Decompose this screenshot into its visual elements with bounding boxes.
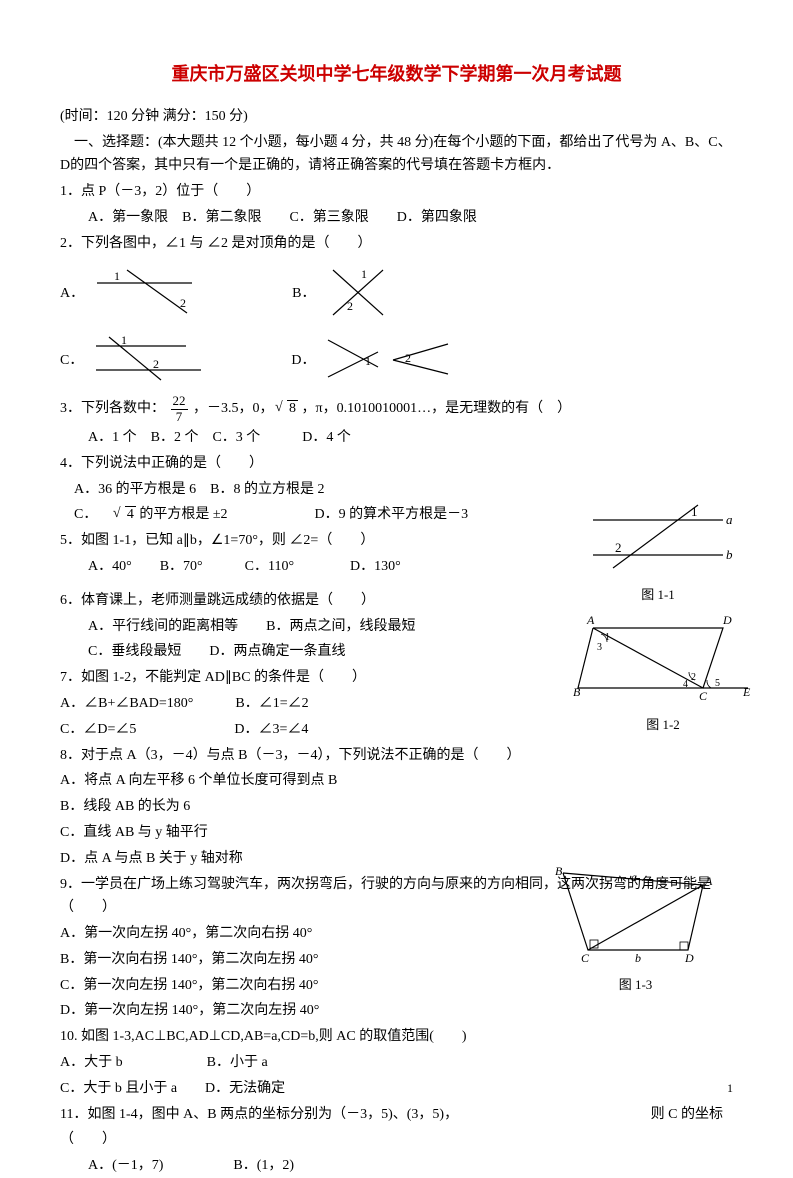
figure-1-1: 1 2 a b 图 1-1 bbox=[583, 500, 733, 606]
q8-opt-b: B．线段 AB 的长为 6 bbox=[60, 795, 733, 819]
q11-text2: （ ） bbox=[60, 1128, 733, 1152]
svg-text:A: A bbox=[586, 613, 595, 627]
fig13-caption: 图 1-3 bbox=[553, 975, 718, 996]
figure-1-2: A D B C E 1 2 3 4 5 图 1-2 bbox=[573, 610, 753, 736]
fig11-caption: 图 1-1 bbox=[583, 585, 733, 606]
q3-text: 3．下列各数中： 22 7 ，－3.5，0， 8 ，π，0.1010010001… bbox=[60, 394, 733, 424]
q3-options: A．1 个 B．2 个 C．3 个 D．4 个 bbox=[60, 426, 733, 450]
q9-opt-d: D．第一次向左拐 140°，第二次向左拐 40° bbox=[60, 999, 733, 1023]
svg-text:1: 1 bbox=[114, 269, 120, 283]
q3-frac-num: 22 bbox=[171, 394, 188, 409]
svg-text:1: 1 bbox=[361, 267, 367, 281]
q2-label-c: C． bbox=[60, 350, 83, 372]
q3-sqrt-val: 8 bbox=[287, 400, 298, 416]
svg-text:1: 1 bbox=[121, 333, 127, 347]
exam-title: 重庆市万盛区关坝中学七年级数学下学期第一次月考试题 bbox=[60, 60, 733, 89]
q11-post: 则 C 的坐标 bbox=[651, 1103, 723, 1127]
fig11-label-2: 2 bbox=[615, 540, 622, 555]
svg-text:E: E bbox=[742, 685, 751, 699]
q4-optc-post: 的平方根是 ±2 bbox=[139, 507, 227, 522]
svg-text:3: 3 bbox=[597, 642, 602, 653]
q2-row-2: C． 1 2 D． 1 2 bbox=[60, 332, 733, 390]
q11-options: A．(－1，7) B．(1，2) bbox=[60, 1154, 733, 1178]
fig11-label-b: b bbox=[726, 547, 733, 562]
svg-text:2: 2 bbox=[153, 357, 159, 371]
exam-meta: (时间：120 分钟 满分：150 分) bbox=[60, 105, 733, 129]
q3-frac-den: 7 bbox=[171, 410, 188, 424]
svg-text:B: B bbox=[555, 865, 563, 878]
q2-label-a: A． bbox=[60, 283, 84, 305]
q8-opt-c: C．直线 AB 与 y 轴平行 bbox=[60, 821, 733, 845]
svg-text:2: 2 bbox=[180, 296, 186, 310]
fig12-caption: 图 1-2 bbox=[573, 715, 753, 736]
q10-opts-l1: A．大于 b B．小于 a bbox=[60, 1051, 733, 1075]
svg-text:2: 2 bbox=[405, 351, 411, 365]
q10-text: 10. 如图 1-3,AC⊥BC,AD⊥CD,AB=a,CD=b,则 AC 的取… bbox=[60, 1025, 733, 1049]
svg-text:D: D bbox=[722, 613, 732, 627]
svg-text:1: 1 bbox=[365, 354, 371, 368]
q4-text: 4．下列说法中正确的是（ ） bbox=[60, 452, 733, 476]
svg-text:A: A bbox=[704, 874, 713, 888]
q4-optd: D．9 的算术平方根是－3 bbox=[315, 507, 469, 522]
svg-text:C: C bbox=[581, 951, 590, 965]
svg-text:2: 2 bbox=[347, 299, 353, 313]
q4-optc-pre: C． bbox=[74, 507, 97, 522]
section-1-instructions: 一、选择题：(本大题共 12 个小题，每小题 4 分，共 48 分)在每个小题的… bbox=[60, 131, 733, 179]
figure-1-3: B A C D a b 图 1-3 bbox=[553, 865, 718, 996]
q3-fraction: 22 7 bbox=[171, 394, 188, 424]
q10-opts-l2: C．大于 b 且小于 a D．无法确定 bbox=[60, 1077, 733, 1101]
q11-text: 11．如图 1-4，图中 A、B 两点的坐标分别为（－3，5)、(3，5)， 则… bbox=[60, 1103, 733, 1127]
svg-text:B: B bbox=[573, 685, 581, 699]
q8-text: 8．对于点 A（3，－4）与点 B（－3，－4），下列说法不正确的是（ ） bbox=[60, 744, 733, 768]
svg-text:5: 5 bbox=[715, 678, 720, 689]
q11-pre: 11．如图 1-4，图中 A、B 两点的坐标分别为（－3，5)、(3，5)， bbox=[60, 1103, 458, 1127]
svg-text:b: b bbox=[635, 951, 641, 965]
fig11-label-a: a bbox=[726, 512, 733, 527]
q2-text: 2．下列各图中，∠1 与 ∠2 是对顶角的是（ ） bbox=[60, 232, 733, 256]
q2-label-b: B． bbox=[292, 283, 315, 305]
page-number: 1 bbox=[727, 1079, 733, 1098]
q2-diagram-b: 1 2 bbox=[323, 260, 403, 328]
svg-text:a: a bbox=[631, 870, 637, 884]
q8-opt-a: A．将点 A 向左平移 6 个单位长度可得到点 B bbox=[60, 769, 733, 793]
q4-sqrt: 4 bbox=[101, 503, 136, 527]
q2-diagram-d: 1 2 bbox=[323, 332, 453, 390]
q3-post: ，π，0.1010010001…，是无理数的有（ ） bbox=[302, 401, 572, 416]
q4-sqrt-val: 4 bbox=[125, 506, 136, 522]
q2-diagram-c: 1 2 bbox=[91, 332, 211, 390]
q2-label-d: D． bbox=[291, 350, 315, 372]
q3-pre: 3．下列各数中： bbox=[60, 401, 165, 416]
q4-opt-ab: A．36 的平方根是 6 B．8 的立方根是 2 bbox=[60, 478, 733, 502]
fig11-label-1: 1 bbox=[691, 504, 698, 519]
svg-text:D: D bbox=[684, 951, 694, 965]
q2-diagram-a: 1 2 bbox=[92, 265, 212, 323]
q2-row-1: A． 1 2 B． 1 2 bbox=[60, 260, 733, 328]
q1-text: 1．点 P（－3，2）位于（ ） bbox=[60, 180, 733, 204]
q1-options: A．第一象限 B．第二象限 C．第三象限 D．第四象限 bbox=[60, 206, 733, 230]
svg-text:4: 4 bbox=[683, 679, 688, 690]
svg-text:C: C bbox=[699, 689, 708, 703]
svg-text:2: 2 bbox=[691, 672, 696, 683]
q3-mid: ，－3.5，0， bbox=[193, 401, 274, 416]
q3-sqrt: 8 bbox=[277, 397, 298, 421]
